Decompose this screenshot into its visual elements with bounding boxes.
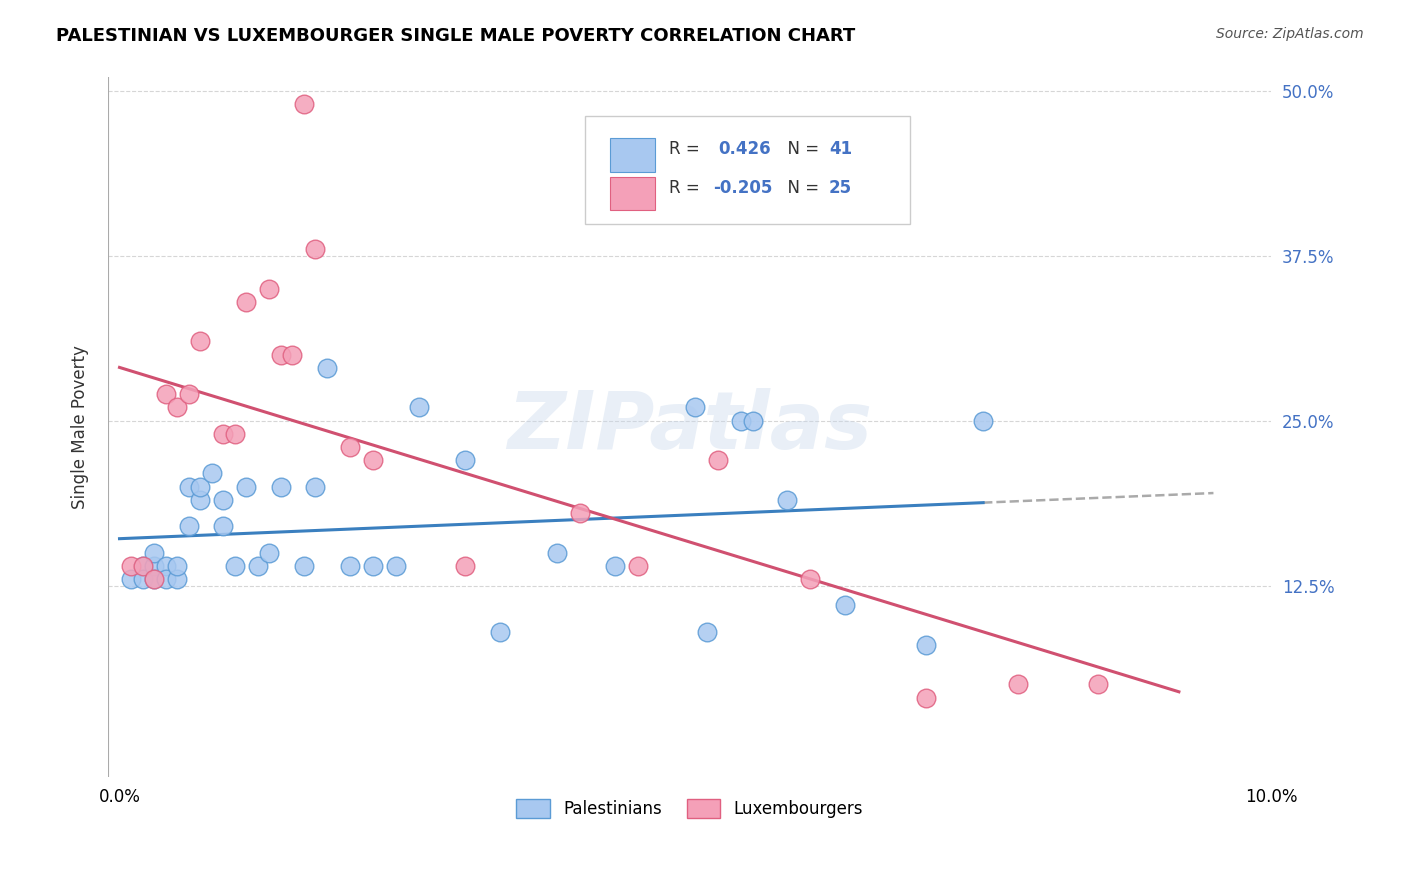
Point: [120, 572, 142, 586]
Legend: Palestinians, Luxembourgers: Palestinians, Luxembourgers: [509, 792, 869, 824]
Point: [201, 467, 224, 481]
Point: [131, 558, 153, 573]
Point: [270, 479, 292, 493]
Point: [143, 572, 166, 586]
Point: [696, 624, 718, 639]
Point: [143, 545, 166, 559]
Point: [155, 558, 177, 573]
Point: [155, 572, 177, 586]
Point: [177, 519, 200, 533]
Point: [224, 558, 246, 573]
Point: [834, 599, 856, 613]
Point: [546, 545, 568, 559]
Point: [914, 638, 936, 652]
Text: R =: R =: [669, 140, 710, 159]
Point: [569, 506, 592, 520]
Text: PALESTINIAN VS LUXEMBOURGER SINGLE MALE POVERTY CORRELATION CHART: PALESTINIAN VS LUXEMBOURGER SINGLE MALE …: [56, 27, 855, 45]
Point: [166, 572, 188, 586]
Point: [257, 545, 280, 559]
Point: [707, 453, 730, 467]
Point: [166, 401, 188, 415]
Point: [212, 426, 235, 441]
Point: [212, 519, 235, 533]
Point: [143, 572, 166, 586]
Point: [131, 558, 153, 573]
Text: N =: N =: [776, 179, 824, 197]
Point: [361, 453, 384, 467]
Point: [166, 558, 188, 573]
Point: [270, 348, 292, 362]
Point: [385, 558, 408, 573]
Text: 25: 25: [830, 179, 852, 197]
Point: [454, 558, 477, 573]
Point: [235, 294, 257, 309]
Point: [627, 558, 650, 573]
Point: [914, 690, 936, 705]
Point: [972, 413, 994, 427]
Point: [292, 558, 315, 573]
Point: [188, 479, 211, 493]
Point: [408, 401, 430, 415]
Point: [177, 479, 200, 493]
Point: [315, 360, 337, 375]
Text: N =: N =: [776, 140, 824, 159]
Point: [488, 624, 510, 639]
Point: [603, 558, 626, 573]
Point: [155, 387, 177, 401]
Point: [776, 492, 799, 507]
Text: ZIPatlas: ZIPatlas: [508, 388, 872, 467]
Text: -0.205: -0.205: [713, 179, 772, 197]
Text: Source: ZipAtlas.com: Source: ZipAtlas.com: [1216, 27, 1364, 41]
Point: [304, 479, 326, 493]
Point: [799, 572, 821, 586]
Point: [212, 492, 235, 507]
Point: [292, 96, 315, 111]
Point: [683, 401, 706, 415]
Point: [730, 413, 752, 427]
FancyBboxPatch shape: [610, 177, 655, 211]
Point: [235, 479, 257, 493]
Text: 0.426: 0.426: [718, 140, 772, 159]
Y-axis label: Single Male Poverty: Single Male Poverty: [72, 345, 89, 509]
Point: [246, 558, 269, 573]
Point: [177, 387, 200, 401]
Point: [1007, 677, 1029, 691]
Point: [339, 440, 361, 454]
Point: [143, 558, 166, 573]
FancyBboxPatch shape: [610, 138, 655, 172]
FancyBboxPatch shape: [585, 116, 911, 224]
Point: [454, 453, 477, 467]
Point: [1087, 677, 1109, 691]
Point: [281, 348, 304, 362]
Point: [188, 492, 211, 507]
Point: [188, 334, 211, 349]
Point: [741, 413, 763, 427]
Point: [339, 558, 361, 573]
Point: [224, 426, 246, 441]
Point: [120, 558, 142, 573]
Point: [131, 572, 153, 586]
Text: 41: 41: [830, 140, 852, 159]
Point: [304, 242, 326, 256]
Point: [257, 282, 280, 296]
Text: R =: R =: [669, 179, 704, 197]
Point: [361, 558, 384, 573]
